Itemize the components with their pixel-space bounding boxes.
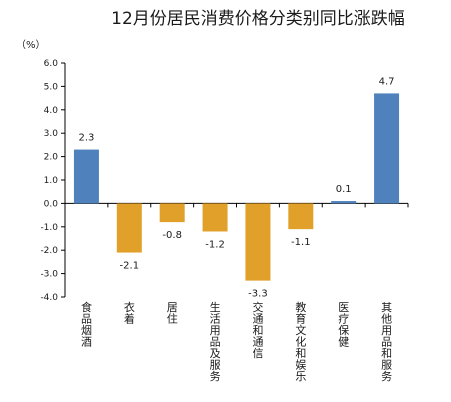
y-tick-label: 1.0 (44, 176, 59, 186)
y-tick-label: -3.0 (40, 270, 58, 280)
category-label: 居住 (167, 301, 178, 326)
data-label: -1.2 (205, 239, 225, 250)
data-label: -1.1 (291, 237, 311, 248)
data-label: -0.8 (162, 230, 182, 241)
data-label: 0.1 (336, 184, 352, 195)
data-labels: 2.3 -2.1 -0.8 -1.2 -3.3 -1.1 0.1 4.7 (78, 76, 394, 299)
y-tick-label: -1.0 (40, 223, 58, 233)
bar (159, 203, 185, 223)
data-label: -3.3 (248, 289, 268, 300)
y-unit-label: （%） (16, 39, 46, 51)
category-label: 生活用品及服务 (210, 300, 221, 383)
bar (245, 203, 271, 281)
y-tick-label: 2.0 (44, 153, 59, 163)
bar (202, 203, 228, 232)
data-label: 2.3 (78, 133, 94, 144)
y-tick-label: 3.0 (44, 129, 59, 139)
y-tick-label: 0.0 (44, 199, 59, 209)
bar (374, 93, 400, 204)
bar (73, 149, 99, 204)
category-labels: 食品烟酒 衣着 居住 生活用品及服务 交通和通信 教育文化和娱乐 医疗保健 其他用品和服务 (81, 300, 392, 383)
y-tick-label: 4.0 (44, 106, 59, 116)
chart-title: 12月份居民消费价格分类别同比涨跌幅 (111, 9, 405, 29)
category-label: 其他用品和服务 (381, 301, 392, 383)
category-label: 食品烟酒 (81, 300, 92, 349)
category-label: 教育文化和娱乐 (295, 301, 306, 383)
category-label: 衣着 (124, 300, 135, 326)
data-label: -2.1 (120, 261, 140, 272)
bar (116, 203, 142, 253)
y-tick-label: -4.0 (40, 293, 58, 303)
bar (288, 203, 314, 230)
data-label: 4.7 (379, 76, 395, 87)
y-tick-label: 5.0 (44, 82, 59, 92)
bars (73, 93, 400, 281)
y-tick-label: 6.0 (44, 59, 59, 69)
category-label: 交通和通信 (252, 300, 263, 360)
bar (331, 201, 357, 204)
category-label: 医疗保健 (338, 301, 349, 349)
y-tick-label: -2.0 (40, 246, 58, 256)
